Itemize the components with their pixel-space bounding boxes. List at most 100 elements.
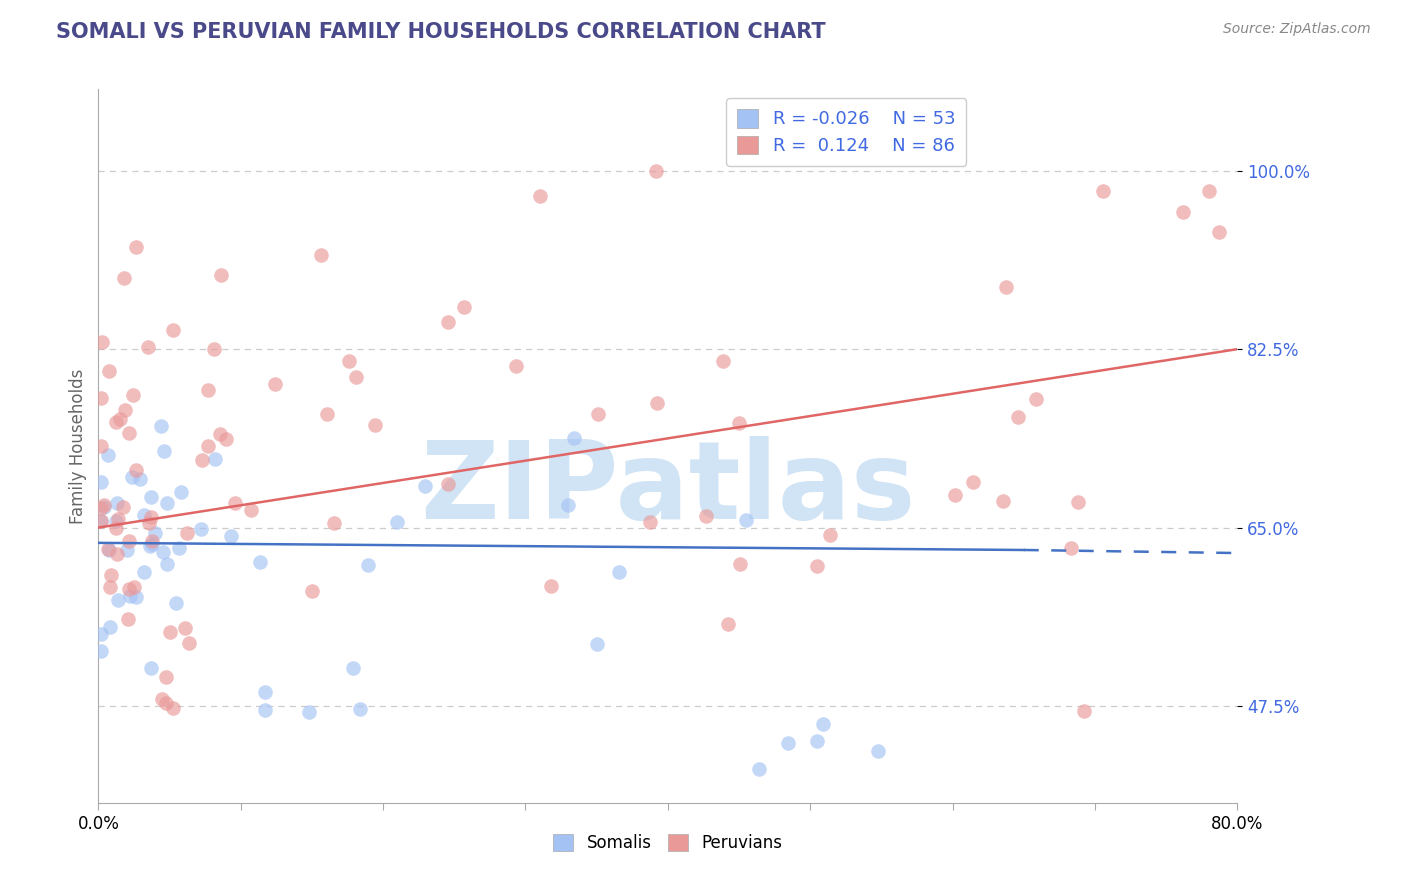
Point [97, 364, 120, 378]
Point [1067, 495, 1090, 509]
Point [118, 534, 141, 549]
Point [107, 512, 129, 526]
Point [90, 627, 112, 641]
Point [90, 439, 112, 453]
Point [253, 703, 276, 717]
Point [866, 744, 889, 758]
Point [90, 391, 112, 405]
Point [309, 248, 332, 262]
Point [1091, 184, 1114, 198]
Point [118, 425, 141, 440]
Point [557, 499, 579, 513]
Point [437, 477, 460, 491]
Point [104, 415, 127, 429]
Point [717, 617, 740, 632]
Point [240, 502, 263, 516]
Point [90, 501, 112, 516]
Point [107, 593, 129, 607]
Point [141, 661, 163, 675]
Point [104, 521, 127, 535]
Point [156, 558, 179, 572]
Point [562, 431, 585, 445]
Point [191, 452, 214, 467]
Point [342, 660, 364, 674]
Point [197, 439, 219, 453]
Point [316, 407, 339, 421]
Point [108, 412, 131, 426]
Point [100, 567, 122, 582]
Point [322, 516, 344, 530]
Point [607, 566, 630, 580]
Point [645, 395, 668, 409]
Point [93, 498, 115, 512]
Point [155, 696, 177, 710]
Point [1171, 204, 1194, 219]
Point [114, 402, 136, 417]
Point [337, 354, 360, 368]
Point [150, 692, 173, 706]
Point [943, 488, 966, 502]
Point [585, 637, 607, 651]
Point [105, 496, 128, 510]
Point [505, 359, 527, 373]
Point [298, 705, 321, 719]
Point [1025, 392, 1047, 406]
Point [1059, 541, 1081, 556]
Point [253, 685, 276, 699]
Point [112, 270, 135, 285]
Point [301, 583, 323, 598]
Point [90, 475, 112, 489]
Text: ZIPatlas: ZIPatlas [420, 436, 915, 541]
Text: SOMALI VS PERUVIAN FAMILY HOUSEHOLDS CORRELATION CHART: SOMALI VS PERUVIAN FAMILY HOUSEHOLDS COR… [56, 22, 825, 42]
Point [1208, 225, 1230, 239]
Y-axis label: Family Households: Family Households [69, 368, 87, 524]
Point [117, 542, 139, 557]
Point [962, 475, 984, 490]
Point [90, 515, 112, 529]
Point [90, 514, 112, 528]
Point [173, 621, 195, 635]
Point [91, 335, 114, 350]
Point [93, 500, 115, 514]
Point [413, 478, 436, 492]
Point [138, 516, 160, 531]
Point [162, 700, 184, 714]
Point [141, 509, 163, 524]
Point [155, 671, 177, 685]
Point [586, 408, 609, 422]
Point [138, 539, 160, 553]
Point [105, 514, 128, 528]
Point [197, 383, 219, 397]
Point [529, 189, 551, 203]
Point [124, 591, 146, 605]
Point [122, 388, 145, 402]
Point [152, 545, 174, 559]
Point [991, 493, 1014, 508]
Point [806, 734, 828, 748]
Point [150, 419, 173, 434]
Point [818, 528, 841, 542]
Point [152, 444, 174, 458]
Point [202, 342, 225, 356]
Point [122, 581, 145, 595]
Point [813, 717, 835, 731]
Point [638, 515, 661, 529]
Point [156, 496, 179, 510]
Point [129, 472, 152, 486]
Point [344, 369, 367, 384]
Point [177, 636, 200, 650]
Point [215, 432, 238, 446]
Point [356, 558, 378, 573]
Point [349, 702, 371, 716]
Point [1073, 704, 1095, 718]
Point [97, 543, 120, 558]
Point [117, 611, 139, 625]
Point [112, 500, 135, 514]
Point [141, 491, 163, 505]
Point [453, 301, 475, 315]
Point [105, 547, 128, 561]
Point [117, 582, 139, 596]
Legend: Somalis, Peruvians: Somalis, Peruvians [547, 827, 789, 859]
Point [162, 323, 184, 337]
Point [645, 163, 668, 178]
